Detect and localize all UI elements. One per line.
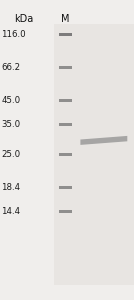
Text: 18.4: 18.4 (1, 183, 21, 192)
Polygon shape (80, 136, 127, 145)
Bar (54, 24, 134, 285)
Bar (59, 66, 72, 69)
Bar (59, 99, 72, 102)
Text: 116.0: 116.0 (1, 30, 26, 39)
Text: 45.0: 45.0 (1, 96, 21, 105)
Text: kDa: kDa (14, 14, 34, 25)
Text: 25.0: 25.0 (1, 150, 21, 159)
Text: 66.2: 66.2 (1, 63, 21, 72)
Bar (59, 153, 72, 156)
Bar (59, 186, 72, 189)
Bar (59, 210, 72, 213)
Bar (59, 33, 72, 36)
Text: M: M (61, 14, 70, 25)
Text: 35.0: 35.0 (1, 120, 21, 129)
Bar (59, 123, 72, 126)
Text: 14.4: 14.4 (1, 207, 21, 216)
